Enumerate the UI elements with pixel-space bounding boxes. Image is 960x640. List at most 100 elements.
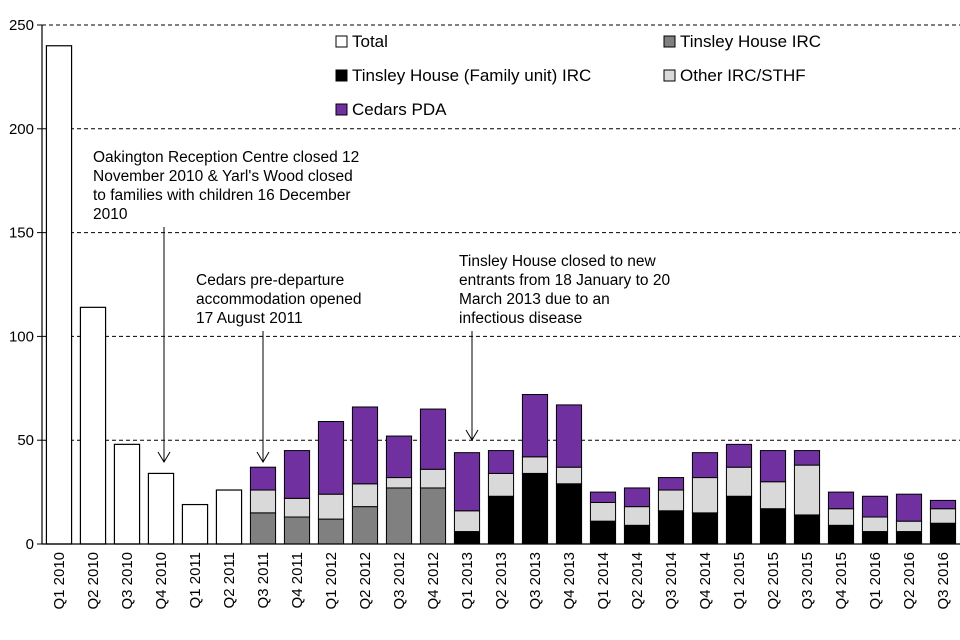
bar-segment-cedars-pda xyxy=(861,495,889,518)
bar-segment-cedars-pda xyxy=(385,435,413,479)
x-tick-label: Q2 2010 xyxy=(85,552,102,610)
bars xyxy=(45,45,957,545)
bar-total xyxy=(79,306,107,545)
annotation-text-line: accommodation opened xyxy=(196,291,361,308)
y-axis-ticks: 0 50 100 150 200 250 xyxy=(9,17,42,553)
bar-segment-other-irc-sthf xyxy=(351,483,379,508)
annotation-arrowhead xyxy=(157,451,171,463)
bar-segment-tinsley-house-irc xyxy=(385,487,413,545)
x-tick-label: Q1 2011 xyxy=(187,552,204,608)
x-tick-label: Q2 2012 xyxy=(357,552,374,610)
annotation-arrowhead xyxy=(465,429,479,441)
bar-segment-other-irc-sthf xyxy=(929,508,957,524)
bar-segment-cedars-pda xyxy=(691,452,719,479)
x-tick-label: Q1 2013 xyxy=(459,552,476,610)
bar-segment-cedars-pda xyxy=(317,421,345,495)
bar-segment-tinsley-house-irc xyxy=(283,516,311,545)
y-tick-label: 100 xyxy=(9,328,34,345)
y-tick-label: 50 xyxy=(17,432,34,449)
bar-segment-cedars-pda xyxy=(555,404,583,468)
legend-label-other-irc-sthf: Other IRC/STHF xyxy=(680,66,806,85)
x-tick-label: Q1 2012 xyxy=(323,552,340,610)
bar-total xyxy=(45,45,73,545)
bar-segment-cedars-pda xyxy=(453,452,481,512)
bar-segment-other-irc-sthf xyxy=(623,506,651,526)
bar-segment-tinsley-house-family-unit-irc xyxy=(623,524,651,545)
bar-segment-cedars-pda xyxy=(249,466,277,491)
annotations: Oakington Reception Centre closed 12 Nove… xyxy=(93,149,670,463)
legend-label-cedars-pda: Cedars PDA xyxy=(352,100,447,119)
bar-segment-other-irc-sthf xyxy=(453,510,481,533)
bar-segment-cedars-pda xyxy=(419,408,447,470)
bar-segment-tinsley-house-family-unit-irc xyxy=(827,524,855,545)
bar-segment-cedars-pda xyxy=(283,450,311,499)
bar-segment-other-irc-sthf xyxy=(725,466,753,497)
bar-segment-cedars-pda xyxy=(623,487,651,508)
bar-segment-other-irc-sthf xyxy=(691,477,719,514)
bar-segment-other-irc-sthf xyxy=(521,456,549,474)
bar-segment-other-irc-sthf xyxy=(759,481,787,510)
bar-segment-cedars-pda xyxy=(487,450,515,474)
bar-segment-other-irc-sthf xyxy=(317,493,345,520)
bar-segment-tinsley-house-family-unit-irc xyxy=(691,512,719,545)
x-tick-label: Q4 2011 xyxy=(289,552,306,608)
annotation-arrowhead xyxy=(256,451,270,463)
bar-segment-tinsley-house-family-unit-irc xyxy=(929,522,957,545)
legend-swatch-tinsley-house-family-unit-irc xyxy=(335,69,348,82)
bar-segment-other-irc-sthf xyxy=(895,520,923,533)
x-tick-label: Q1 2015 xyxy=(731,552,748,610)
legend-label-tinsley-house-irc: Tinsley House IRC xyxy=(680,32,821,51)
x-tick-label: Q3 2011 xyxy=(255,552,272,608)
bar-segment-tinsley-house-family-unit-irc xyxy=(487,495,515,545)
bar-segment-other-irc-sthf xyxy=(419,468,447,489)
bar-segment-tinsley-house-family-unit-irc xyxy=(759,508,787,545)
bar-segment-other-irc-sthf xyxy=(385,477,413,489)
bar-segment-other-irc-sthf xyxy=(249,489,277,514)
x-tick-label: Q3 2014 xyxy=(663,552,680,610)
bar-total xyxy=(147,472,175,545)
bar-segment-other-irc-sthf xyxy=(793,464,821,516)
bar-segment-tinsley-house-family-unit-irc xyxy=(657,510,685,545)
x-tick-label: Q3 2010 xyxy=(119,552,136,610)
x-tick-label: Q3 2016 xyxy=(935,552,952,610)
bar-segment-tinsley-house-irc xyxy=(351,506,379,545)
annotation: Oakington Reception Centre closed 12 Nove… xyxy=(93,149,359,463)
gridlines xyxy=(42,24,960,441)
bar-segment-cedars-pda xyxy=(725,443,753,468)
bar-segment-tinsley-house-family-unit-irc xyxy=(453,531,481,545)
x-tick-label: Q1 2010 xyxy=(51,552,68,610)
bar-segment-other-irc-sthf xyxy=(487,472,515,497)
bar-segment-cedars-pda xyxy=(759,450,787,483)
bar-segment-tinsley-house-family-unit-irc xyxy=(555,483,583,545)
x-tick-label: Q3 2015 xyxy=(799,552,816,610)
annotation-text-line: March 2013 due to an xyxy=(459,291,610,308)
x-axis-ticks: Q1 2010 Q2 2010 Q3 2010 Q4 2010 Q1 2011 Q2 20… xyxy=(51,552,952,610)
x-tick-label: Q1 2014 xyxy=(595,552,612,610)
bar-segment-tinsley-house-irc xyxy=(249,512,277,545)
bar-segment-tinsley-house-family-unit-irc xyxy=(895,531,923,545)
annotation-text-line: Tinsley House closed to new xyxy=(459,253,657,270)
bar-segment-tinsley-house-family-unit-irc xyxy=(725,495,753,545)
annotation-text-line: to families with children 16 December xyxy=(93,187,351,204)
bar-segment-cedars-pda xyxy=(657,477,685,491)
bar-segment-other-irc-sthf xyxy=(589,501,617,522)
legend-swatch-tinsley-house-irc xyxy=(663,35,676,48)
annotation-text-line: 17 August 2011 xyxy=(196,310,303,327)
bar-segment-tinsley-house-family-unit-irc xyxy=(861,531,889,545)
bar-segment-tinsley-house-irc xyxy=(317,518,345,545)
bar-total xyxy=(181,503,209,545)
x-tick-label: Q2 2016 xyxy=(901,552,918,610)
legend-label-tinsley-house-family-unit-irc: Tinsley House (Family unit) IRC xyxy=(352,66,591,85)
x-tick-label: Q4 2012 xyxy=(425,552,442,610)
bar-segment-cedars-pda xyxy=(521,394,549,458)
bar-segment-other-irc-sthf xyxy=(555,466,583,485)
bar-total xyxy=(215,489,243,545)
annotation-text-line: entrants from 18 January to 20 xyxy=(459,272,670,289)
annotation-text-line: Cedars pre-departure xyxy=(196,272,344,289)
bar-segment-cedars-pda xyxy=(589,491,617,503)
annotation-text-line: infectious disease xyxy=(459,310,582,327)
bar-segment-tinsley-house-family-unit-irc xyxy=(589,520,617,545)
x-tick-label: Q2 2011 xyxy=(221,552,238,608)
bar-segment-other-irc-sthf xyxy=(283,497,311,518)
